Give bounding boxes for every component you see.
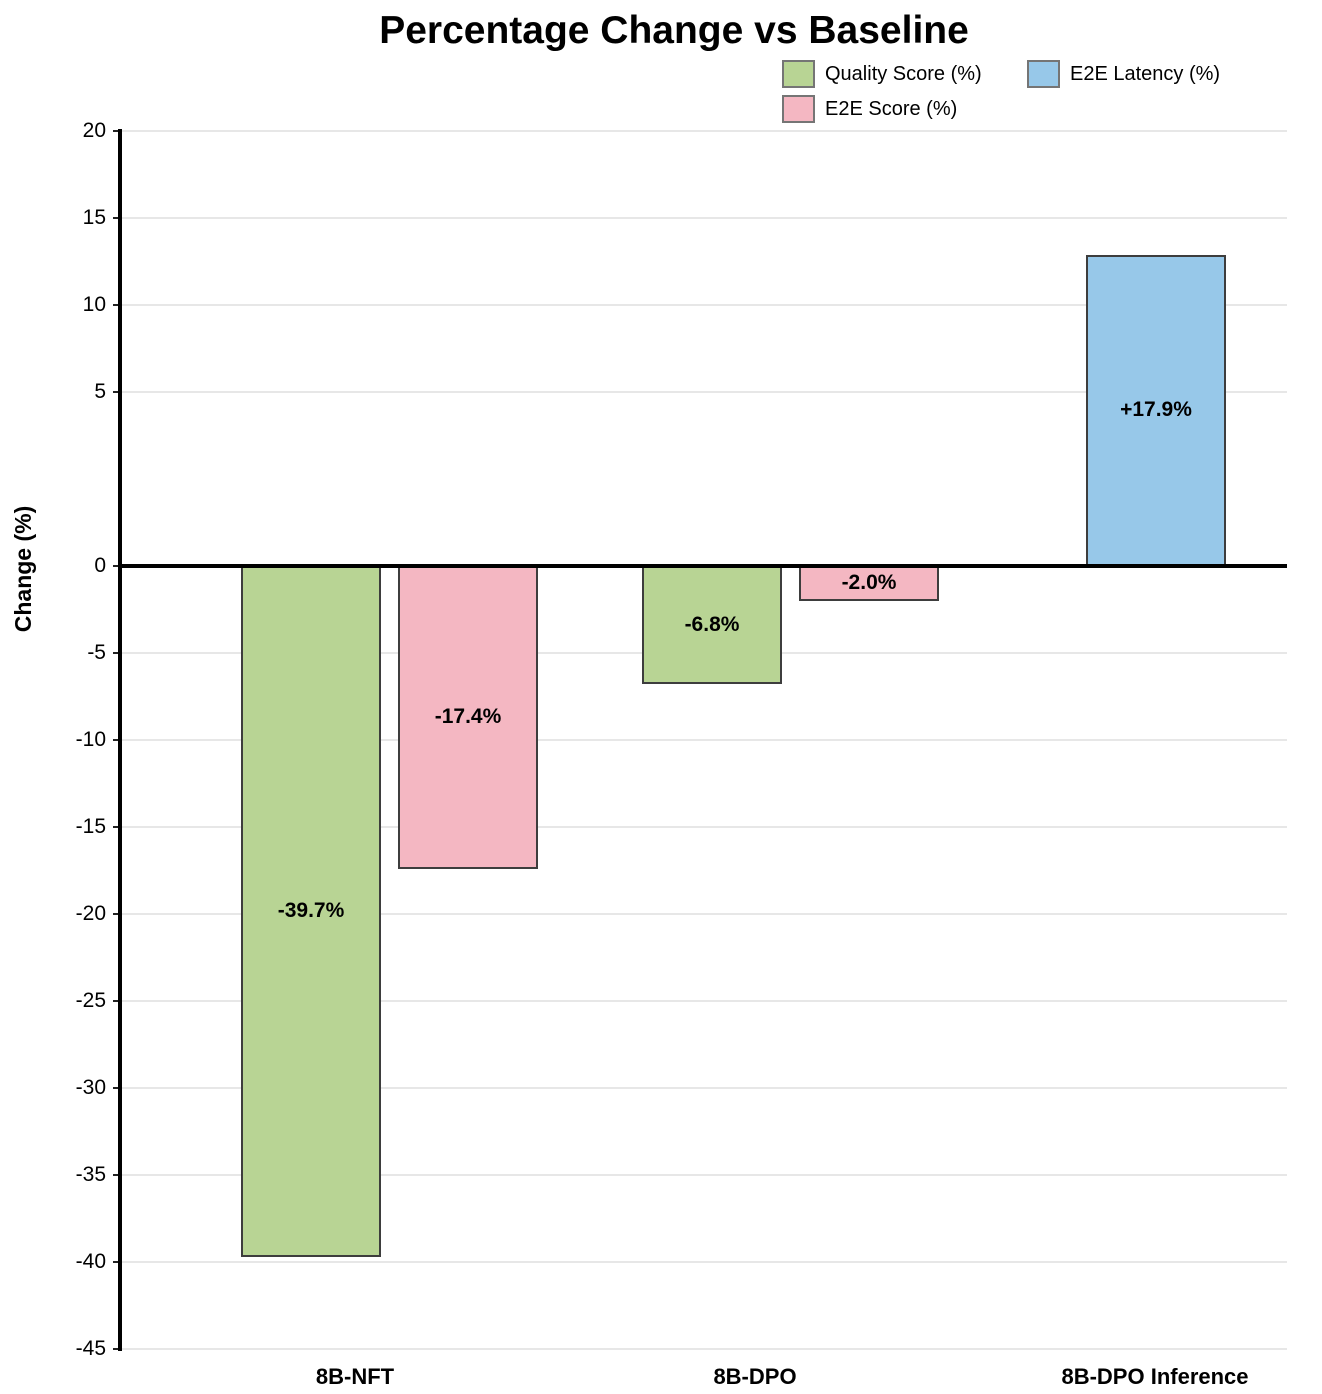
gridline--15 <box>120 826 1287 828</box>
y-tick-label--40: -40 <box>75 1250 106 1273</box>
gridline-15 <box>120 217 1287 219</box>
y-tick-mark--25 <box>113 1000 118 1002</box>
gridline--35 <box>120 1174 1287 1176</box>
bar-value-label-8b-nft-quality-score: -39.7% <box>277 899 345 923</box>
x-tick-label-8b-nft: 8B-NFT <box>315 1364 395 1389</box>
gridline-10 <box>120 304 1287 306</box>
legend-swatch-e2e-score <box>782 95 815 123</box>
y-tick-label--35: -35 <box>75 1163 106 1186</box>
legend-label-quality-score: Quality Score (%) <box>825 63 982 85</box>
gridline--25 <box>120 1000 1287 1002</box>
bar-e2e-score-8b-nft <box>398 566 538 869</box>
y-tick-mark--30 <box>113 1087 118 1089</box>
bar-e2e-latency-8b-dpo-inference <box>1086 254 1226 566</box>
bar-value-label-8b-dpo-quality-score: -6.8% <box>684 613 740 637</box>
y-tick-label--10: -10 <box>75 728 106 751</box>
y-tick-label--45: -45 <box>75 1337 106 1360</box>
y-tick-label-10: 10 <box>82 293 106 316</box>
y-tick-label--15: -15 <box>75 815 106 838</box>
gridline--40 <box>120 1261 1287 1263</box>
bar-quality-score-8b-nft <box>241 566 381 1257</box>
y-tick-mark--15 <box>113 826 118 828</box>
y-tick-mark-10 <box>113 304 118 306</box>
y-tick-mark-0 <box>113 565 118 567</box>
chart-title: Percentage Change vs Baseline <box>379 9 969 52</box>
gridline-20 <box>120 130 1287 132</box>
gridline--20 <box>120 913 1287 915</box>
gridline--45 <box>120 1348 1287 1350</box>
y-tick-label--5: -5 <box>87 641 106 664</box>
bar-value-label-8b-dpo-inference-e2e-latency: +17.9% <box>1120 398 1192 422</box>
legend-label-e2e-score: E2E Score (%) <box>825 98 958 120</box>
bar-quality-score-8b-dpo <box>642 566 782 685</box>
y-tick-mark-15 <box>113 217 118 219</box>
gridline-5 <box>120 391 1287 393</box>
y-tick-mark-20 <box>113 130 118 132</box>
bar-value-label-8b-nft-e2e-score: -17.4% <box>434 705 502 729</box>
y-tick-mark--35 <box>113 1174 118 1176</box>
y-tick-label--25: -25 <box>75 989 106 1012</box>
bar-value-label-8b-dpo-e2e-score: -2.0% <box>841 571 897 595</box>
y-tick-mark--10 <box>113 739 118 741</box>
y-axis-line <box>118 129 122 1351</box>
x-tick-label-8b-dpo-inference: 8B-DPO Inference <box>1061 1364 1249 1389</box>
legend-label-e2e-latency: E2E Latency (%) <box>1070 63 1221 85</box>
zero-line <box>118 564 1287 568</box>
y-tick-mark-5 <box>113 391 118 393</box>
y-tick-label--30: -30 <box>75 1076 106 1099</box>
y-tick-mark--40 <box>113 1261 118 1263</box>
y-tick-mark--20 <box>113 913 118 915</box>
y-tick-label--20: -20 <box>75 902 106 925</box>
y-tick-mark--45 <box>113 1348 118 1350</box>
y-tick-label-0: 0 <box>94 554 106 577</box>
x-tick-label-8b-dpo: 8B-DPO <box>713 1364 797 1389</box>
gridline--10 <box>120 739 1287 741</box>
legend-swatch-e2e-latency <box>1027 60 1060 88</box>
y-tick-label-15: 15 <box>82 206 106 229</box>
y-tick-label-5: 5 <box>94 380 106 403</box>
y-tick-label-20: 20 <box>82 119 106 142</box>
gridline--30 <box>120 1087 1287 1089</box>
legend-swatch-quality-score <box>782 60 815 88</box>
y-tick-mark--5 <box>113 652 118 654</box>
